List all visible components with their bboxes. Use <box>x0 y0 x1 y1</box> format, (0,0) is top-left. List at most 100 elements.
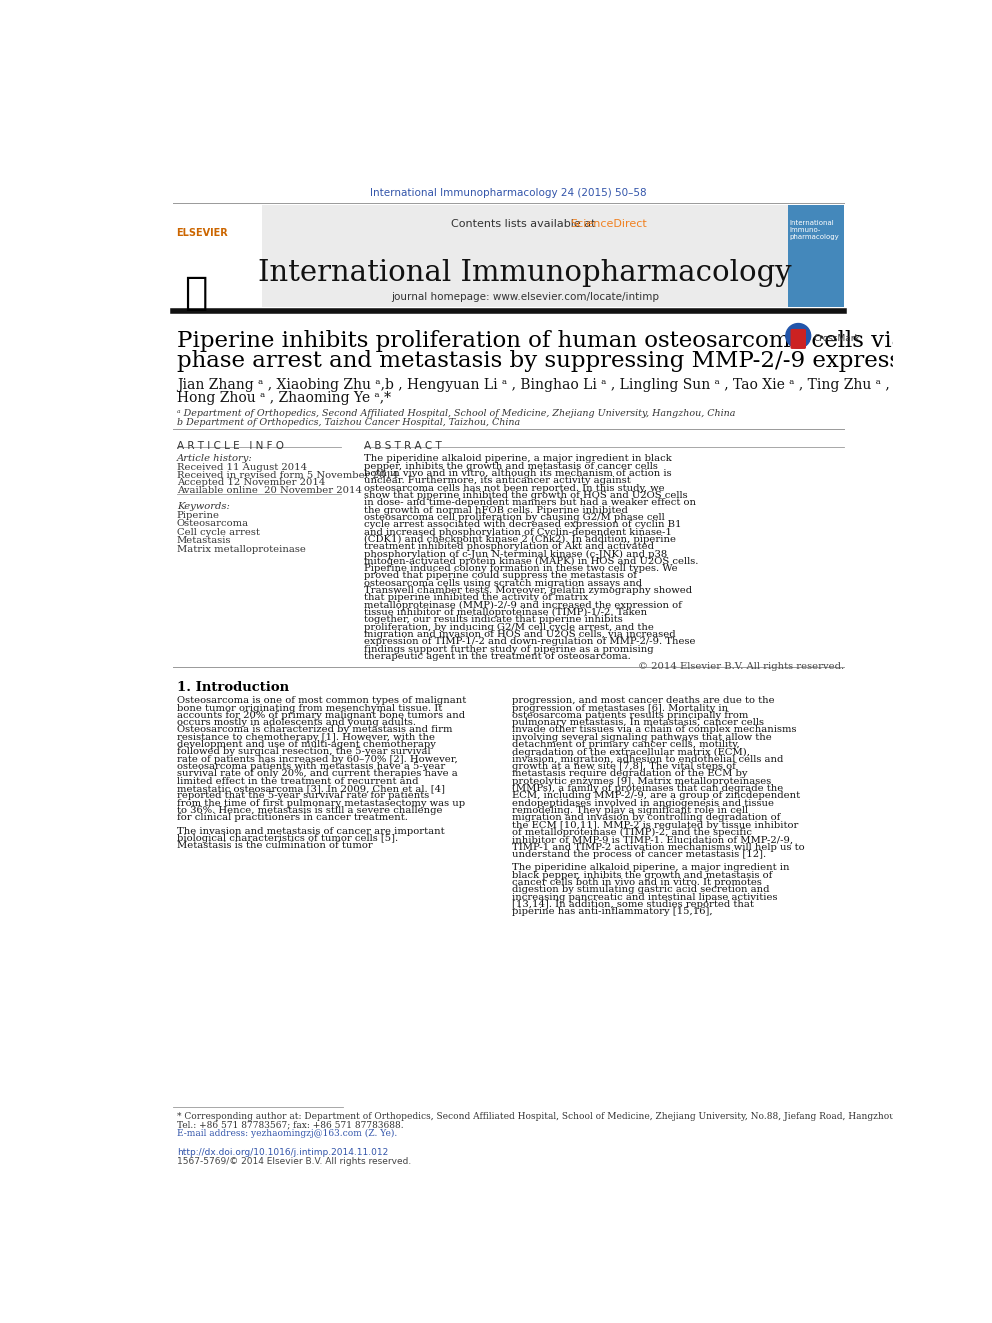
Text: occurs mostly in adolescents and young adults.: occurs mostly in adolescents and young a… <box>177 718 416 728</box>
Text: piperine has anti-inflammatory [15,16],: piperine has anti-inflammatory [15,16], <box>512 908 712 917</box>
Text: increasing pancreatic and intestinal lipase activities: increasing pancreatic and intestinal lip… <box>512 893 777 901</box>
Text: osteosarcoma cell proliferation by causing G2/M phase cell: osteosarcoma cell proliferation by causi… <box>364 513 665 523</box>
Text: metastasis require degradation of the ECM by: metastasis require degradation of the EC… <box>512 770 747 778</box>
Text: tissue inhibitor of metalloproteinase (TIMP)-1/-2. Taken: tissue inhibitor of metalloproteinase (T… <box>364 609 648 618</box>
Text: show that piperine inhibited the growth of HOS and U2OS cells: show that piperine inhibited the growth … <box>364 491 687 500</box>
Text: phosphorylation of c-Jun N-terminal kinase (c-JNK) and p38: phosphorylation of c-Jun N-terminal kina… <box>364 549 668 558</box>
Text: A B S T R A C T: A B S T R A C T <box>364 441 442 451</box>
Text: 1567-5769/© 2014 Elsevier B.V. All rights reserved.: 1567-5769/© 2014 Elsevier B.V. All right… <box>177 1156 411 1166</box>
Text: degradation of the extracellular matrix (ECM),: degradation of the extracellular matrix … <box>512 747 750 757</box>
Text: the ECM [10,11]. MMP-2 is regulated by tissue inhibitor: the ECM [10,11]. MMP-2 is regulated by t… <box>512 820 798 830</box>
Text: The piperidine alkaloid piperine, a major ingredient in: The piperidine alkaloid piperine, a majo… <box>512 864 789 872</box>
Text: Tel.: +86 571 87783567; fax: +86 571 87783688.: Tel.: +86 571 87783567; fax: +86 571 877… <box>177 1121 404 1130</box>
Text: remodeling. They play a significant role in cell: remodeling. They play a significant role… <box>512 806 748 815</box>
Text: [13,14]. In addition, some studies reported that: [13,14]. In addition, some studies repor… <box>512 900 753 909</box>
Text: Keywords:: Keywords: <box>177 503 229 511</box>
Text: reported that the 5-year survival rate for patients: reported that the 5-year survival rate f… <box>177 791 429 800</box>
Text: treatment inhibited phosphorylation of Akt and activated: treatment inhibited phosphorylation of A… <box>364 542 655 552</box>
Text: Metastasis is the culmination of tumor: Metastasis is the culmination of tumor <box>177 841 372 851</box>
Text: * Corresponding author at: Department of Orthopedics, Second Affiliated Hospital: * Corresponding author at: Department of… <box>177 1113 967 1121</box>
Text: Received in revised form 5 November 2014: Received in revised form 5 November 2014 <box>177 471 398 480</box>
Text: cycle arrest associated with decreased expression of cyclin B1: cycle arrest associated with decreased e… <box>364 520 682 529</box>
Text: therapeutic agent in the treatment of osteosarcoma.: therapeutic agent in the treatment of os… <box>364 652 631 662</box>
Text: Piperine: Piperine <box>177 511 219 520</box>
Text: The invasion and metastasis of cancer are important: The invasion and metastasis of cancer ar… <box>177 827 444 836</box>
Text: ECM, including MMP-2/-9, are a group of zincdependent: ECM, including MMP-2/-9, are a group of … <box>512 791 800 800</box>
Text: endopeptidases involved in angiogenesis and tissue: endopeptidases involved in angiogenesis … <box>512 799 774 807</box>
Text: pepper, inhibits the growth and metastasis of cancer cells: pepper, inhibits the growth and metastas… <box>364 462 658 471</box>
Text: Osteosarcoma is characterized by metastasis and firm: Osteosarcoma is characterized by metasta… <box>177 725 452 734</box>
Text: the growth of normal hFOB cells. Piperine inhibited: the growth of normal hFOB cells. Piperin… <box>364 505 628 515</box>
Text: invasion, migration, adhesion to endothelial cells and: invasion, migration, adhesion to endothe… <box>512 754 783 763</box>
Text: migration and invasion by controlling degradation of: migration and invasion by controlling de… <box>512 814 780 823</box>
Text: journal homepage: www.elsevier.com/locate/intimp: journal homepage: www.elsevier.com/locat… <box>391 292 659 302</box>
Text: resistance to chemotherapy [1]. However, with the: resistance to chemotherapy [1]. However,… <box>177 733 434 742</box>
Text: osteosarcoma patients results principally from: osteosarcoma patients results principall… <box>512 710 748 720</box>
Text: migration and invasion of HOS and U2OS cells, via increased: migration and invasion of HOS and U2OS c… <box>364 630 676 639</box>
Text: progression, and most cancer deaths are due to the: progression, and most cancer deaths are … <box>512 696 774 705</box>
Text: Contents lists available at: Contents lists available at <box>451 218 599 229</box>
Text: Received 11 August 2014: Received 11 August 2014 <box>177 463 307 472</box>
Text: survival rate of only 20%, and current therapies have a: survival rate of only 20%, and current t… <box>177 770 457 778</box>
Text: osteosarcoma cells using scratch migration assays and: osteosarcoma cells using scratch migrati… <box>364 578 643 587</box>
Text: black pepper, inhibits the growth and metastasis of: black pepper, inhibits the growth and me… <box>512 871 772 880</box>
Text: both in vivo and in vitro, although its mechanism of action is: both in vivo and in vitro, although its … <box>364 470 672 478</box>
Text: proliferation, by inducing G2/M cell cycle arrest, and the: proliferation, by inducing G2/M cell cyc… <box>364 623 654 631</box>
Text: to 36%. Hence, metastasis is still a severe challenge: to 36%. Hence, metastasis is still a sev… <box>177 806 442 815</box>
Text: understand the process of cancer metastasis [12].: understand the process of cancer metasta… <box>512 849 766 859</box>
Text: Metastasis: Metastasis <box>177 536 231 545</box>
Text: and increased phosphorylation of Cyclin-dependent kinase-1: and increased phosphorylation of Cyclin-… <box>364 528 673 537</box>
Text: (MMPs), a family of proteinases that can degrade the: (MMPs), a family of proteinases that can… <box>512 785 783 792</box>
Text: osteosarcoma cells has not been reported. In this study, we: osteosarcoma cells has not been reported… <box>364 484 665 492</box>
Text: Jian Zhang ᵃ , Xiaobing Zhu ᵃ,b , Hengyuan Li ᵃ , Binghao Li ᵃ , Lingling Sun ᵃ : Jian Zhang ᵃ , Xiaobing Zhu ᵃ,b , Hengyu… <box>177 378 890 392</box>
Text: Osteosarcoma is one of most common types of malignant: Osteosarcoma is one of most common types… <box>177 696 466 705</box>
Text: cancer cells both in vivo and in vitro. It promotes: cancer cells both in vivo and in vitro. … <box>512 878 762 886</box>
Text: proteolytic enzymes [9]. Matrix metalloproteinases: proteolytic enzymes [9]. Matrix metallop… <box>512 777 771 786</box>
Text: E-mail address: yezhaomingzj@163.com (Z. Ye).: E-mail address: yezhaomingzj@163.com (Z.… <box>177 1129 397 1138</box>
Text: expression of TIMP-1/-2 and down-regulation of MMP-2/-9. These: expression of TIMP-1/-2 and down-regulat… <box>364 638 695 647</box>
Text: in dose- and time-dependent manners but had a weaker effect on: in dose- and time-dependent manners but … <box>364 499 696 507</box>
Text: that piperine inhibited the activity of matrix: that piperine inhibited the activity of … <box>364 594 588 602</box>
Text: Article history:: Article history: <box>177 454 252 463</box>
Bar <box>789 205 844 307</box>
Text: International Immunopharmacology: International Immunopharmacology <box>258 259 792 287</box>
Text: of metalloproteinase (TIMP)-2, and the specific: of metalloproteinase (TIMP)-2, and the s… <box>512 828 752 837</box>
Text: findings support further study of piperine as a promising: findings support further study of piperi… <box>364 644 654 654</box>
Text: International Immunopharmacology 24 (2015) 50–58: International Immunopharmacology 24 (201… <box>370 188 647 198</box>
Text: 🌳: 🌳 <box>185 274 207 312</box>
Bar <box>262 205 789 307</box>
Text: © 2014 Elsevier B.V. All rights reserved.: © 2014 Elsevier B.V. All rights reserved… <box>638 663 844 671</box>
Text: growth at a new site [7,8]. The vital steps of: growth at a new site [7,8]. The vital st… <box>512 762 735 771</box>
Text: development and use of multi-agent chemotherapy: development and use of multi-agent chemo… <box>177 740 435 749</box>
Text: mitogen-activated protein kinase (MAPK) in HOS and U2OS cells.: mitogen-activated protein kinase (MAPK) … <box>364 557 698 566</box>
Text: rate of patients has increased by 60–70% [2]. However,: rate of patients has increased by 60–70%… <box>177 754 457 763</box>
Text: inhibitor of MMP-9 is TIMP-1. Elucidation of MMP-2/-9,: inhibitor of MMP-9 is TIMP-1. Elucidatio… <box>512 835 793 844</box>
Text: The piperidine alkaloid piperine, a major ingredient in black: The piperidine alkaloid piperine, a majo… <box>364 454 672 463</box>
Text: ᵃ Department of Orthopedics, Second Affiliated Hospital, School of Medicine, Zhe: ᵃ Department of Orthopedics, Second Affi… <box>177 409 735 418</box>
Text: TIMP-1 and TIMP-2 activation mechanisms will help us to: TIMP-1 and TIMP-2 activation mechanisms … <box>512 843 805 852</box>
Text: accounts for 20% of primary malignant bone tumors and: accounts for 20% of primary malignant bo… <box>177 710 465 720</box>
Text: unclear. Furthermore, its anticancer activity against: unclear. Furthermore, its anticancer act… <box>364 476 631 486</box>
Text: invade other tissues via a chain of complex mechanisms: invade other tissues via a chain of comp… <box>512 725 796 734</box>
Text: followed by surgical resection, the 5-year survival: followed by surgical resection, the 5-ye… <box>177 747 431 757</box>
Text: proved that piperine could suppress the metastasis of: proved that piperine could suppress the … <box>364 572 637 581</box>
Text: Piperine inhibits proliferation of human osteosarcoma cells via G2/M: Piperine inhibits proliferation of human… <box>177 329 976 352</box>
Text: together, our results indicate that piperine inhibits: together, our results indicate that pipe… <box>364 615 623 624</box>
FancyBboxPatch shape <box>791 329 806 349</box>
Text: 1. Introduction: 1. Introduction <box>177 681 289 693</box>
Text: osteosarcoma patients with metastasis have a 5-year: osteosarcoma patients with metastasis ha… <box>177 762 445 771</box>
Text: pulmonary metastasis. In metastasis, cancer cells: pulmonary metastasis. In metastasis, can… <box>512 718 764 728</box>
Text: Accepted 12 November 2014: Accepted 12 November 2014 <box>177 479 325 487</box>
Text: progression of metastases [6]. Mortality in: progression of metastases [6]. Mortality… <box>512 704 727 713</box>
Text: metastatic osteosarcoma [3]. In 2009, Chen et al. [4]: metastatic osteosarcoma [3]. In 2009, Ch… <box>177 785 444 792</box>
Text: Transwell chamber tests. Moreover, gelatin zymography showed: Transwell chamber tests. Moreover, gelat… <box>364 586 692 595</box>
Text: digestion by stimulating gastric acid secretion and: digestion by stimulating gastric acid se… <box>512 885 769 894</box>
Text: A R T I C L E   I N F O: A R T I C L E I N F O <box>177 441 284 451</box>
Text: International
Immuno-
pharmacology: International Immuno- pharmacology <box>790 221 839 241</box>
Text: Hong Zhou ᵃ , Zhaoming Ye ᵃ,*: Hong Zhou ᵃ , Zhaoming Ye ᵃ,* <box>177 392 391 405</box>
Text: involving several signaling pathways that allow the: involving several signaling pathways tha… <box>512 733 771 742</box>
Text: detachment of primary cancer cells, motility,: detachment of primary cancer cells, moti… <box>512 740 739 749</box>
Text: Cell cycle arrest: Cell cycle arrest <box>177 528 260 537</box>
Text: limited effect in the treatment of recurrent and: limited effect in the treatment of recur… <box>177 777 419 786</box>
Text: metalloproteinase (MMP)-2/-9 and increased the expression of: metalloproteinase (MMP)-2/-9 and increas… <box>364 601 682 610</box>
